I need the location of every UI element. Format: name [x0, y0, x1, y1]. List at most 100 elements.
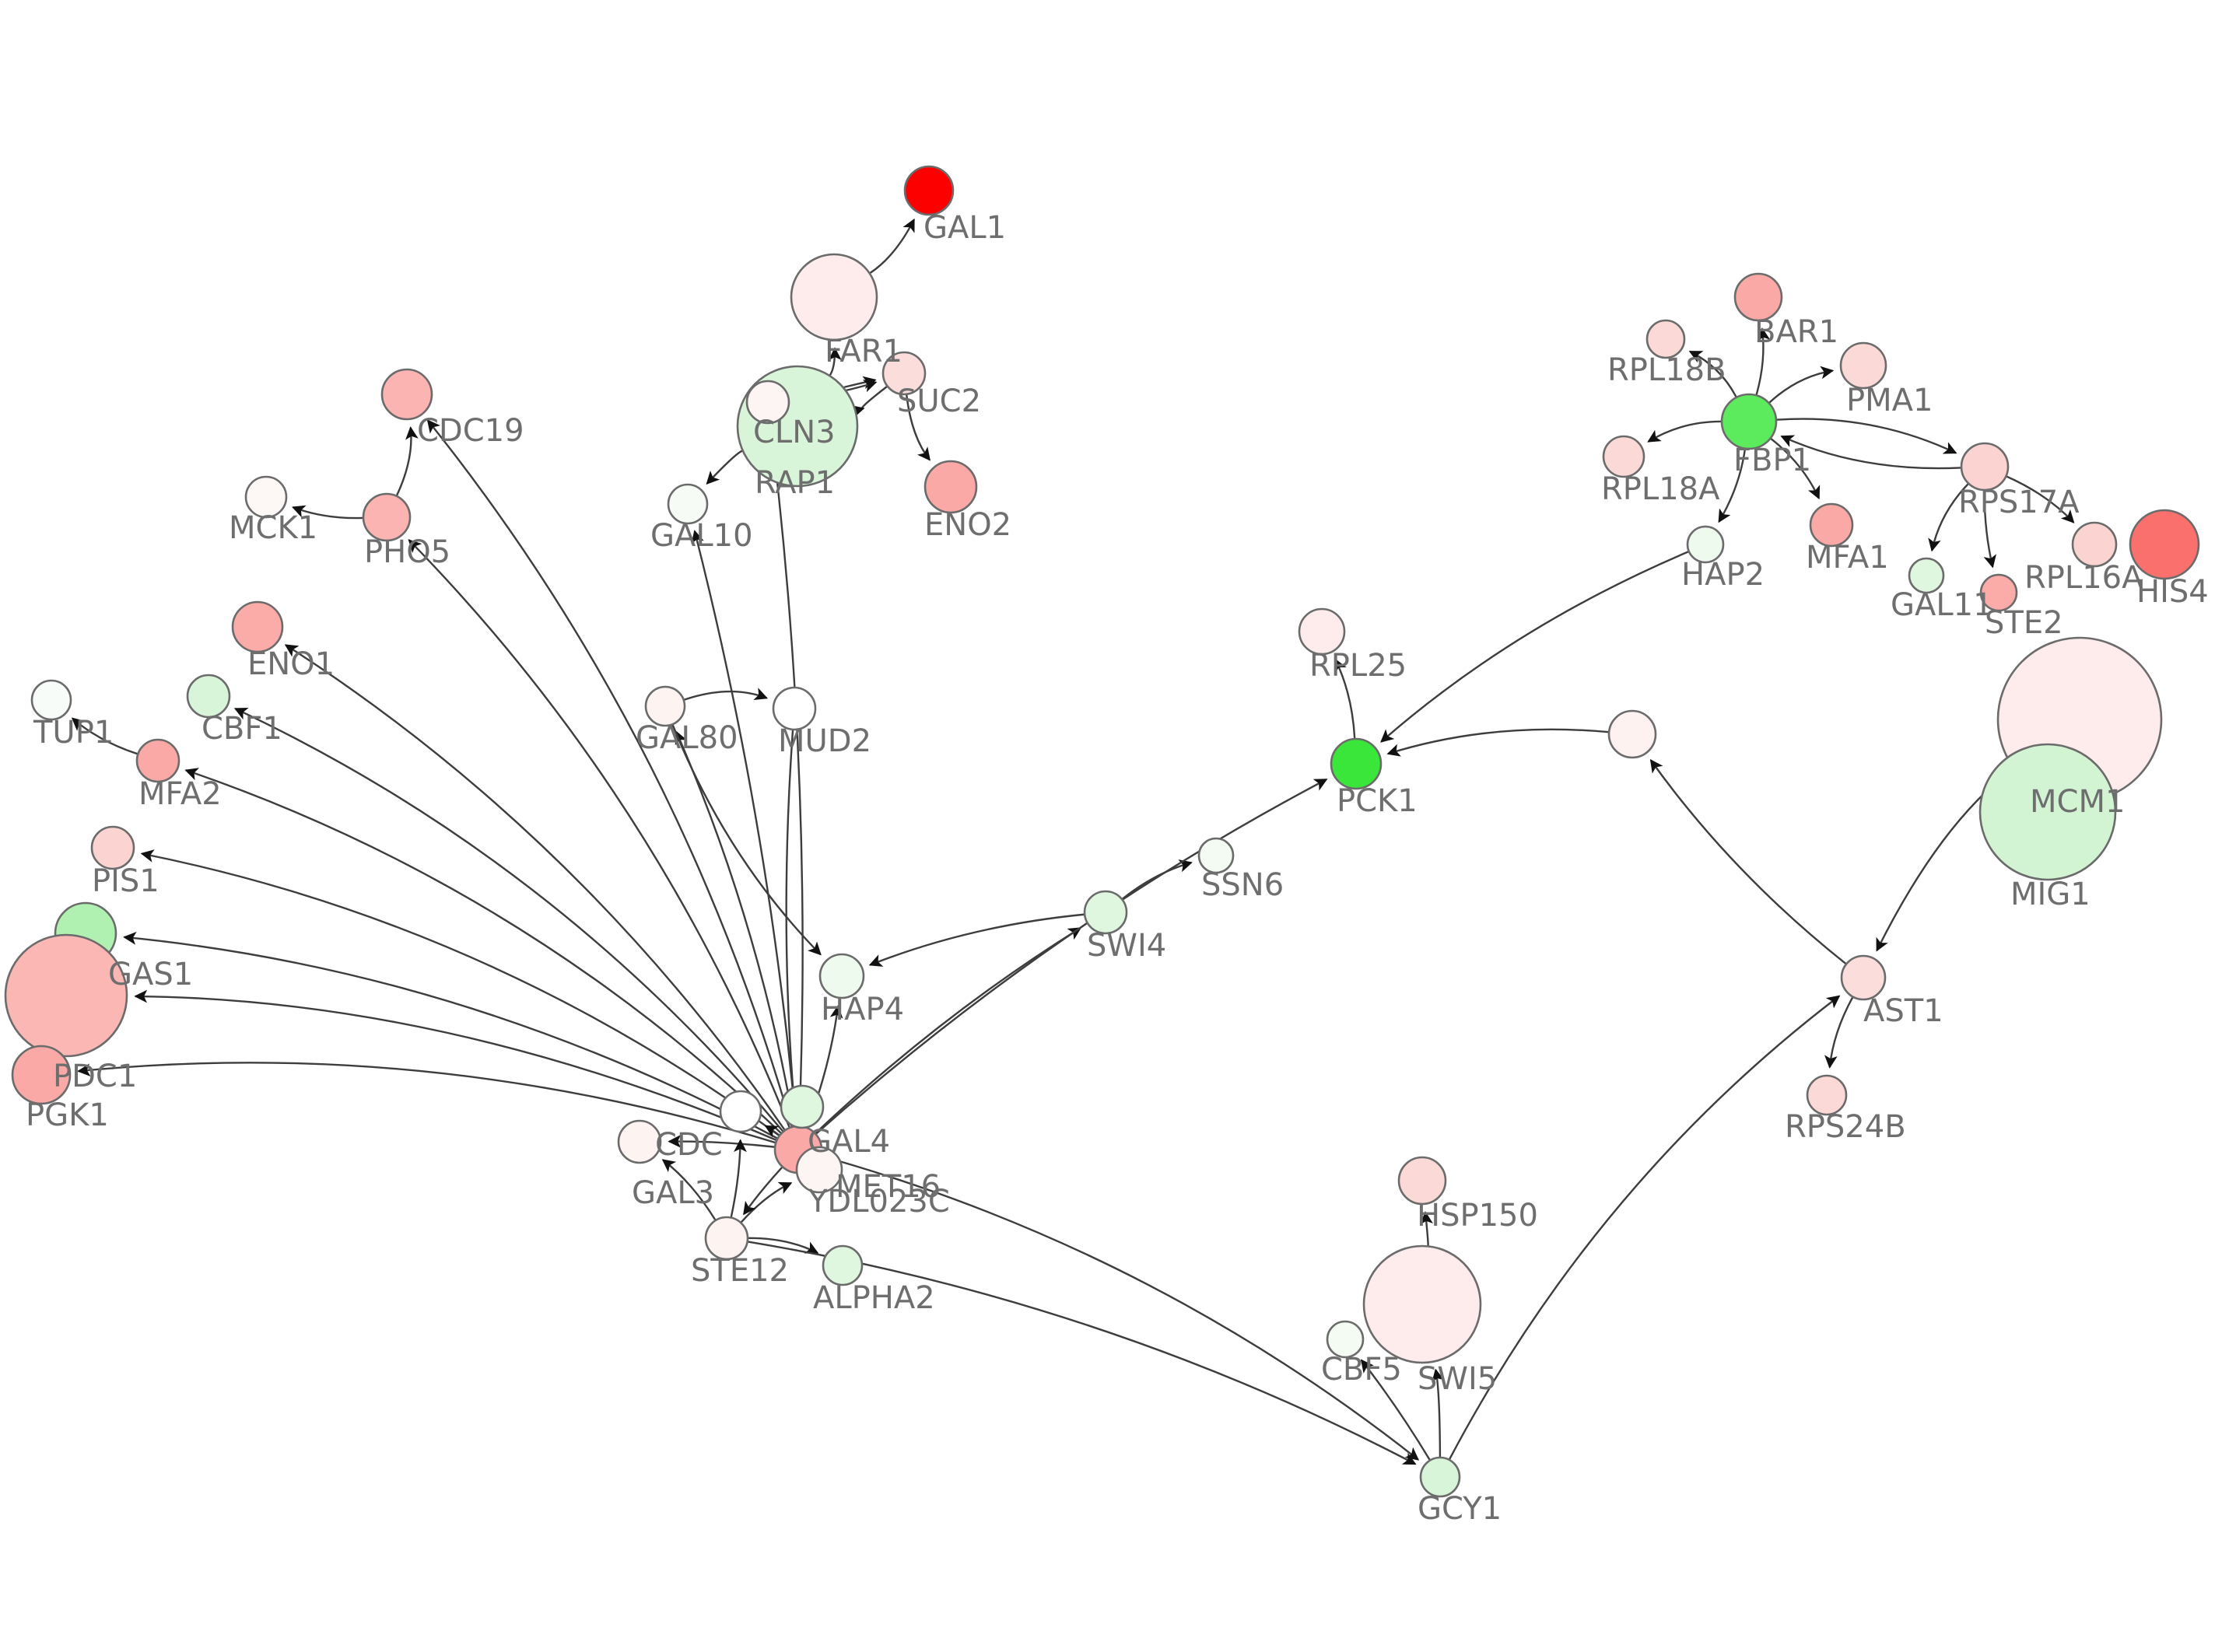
node-label-pck1: PCK1: [1337, 783, 1418, 819]
node-eno1[interactable]: [231, 600, 284, 653]
node-pgk1[interactable]: [11, 1045, 72, 1105]
node-label-cbf5: CBF5: [1321, 1352, 1402, 1388]
node-mck1[interactable]: [244, 475, 288, 519]
node-bar1[interactable]: [1733, 272, 1783, 322]
node-label-alpha2: ALPHA2: [813, 1280, 935, 1316]
node-eno2[interactable]: [923, 460, 978, 514]
node-ste2[interactable]: [1979, 573, 2018, 612]
label-layer: GAL1 FAR1 SUC2 CLN3 RAP1 ENO2 CDC19 MCK1 PHO5 GAL…: [26, 210, 2209, 1527]
node-label-gal1: GAL1: [923, 210, 1006, 246]
node-label-hsp150: HSP150: [1417, 1198, 1538, 1234]
node-pho5[interactable]: [362, 492, 412, 542]
node-mig1[interactable]: [1978, 743, 2117, 881]
edge-gal4-to-pdc1: [134, 989, 776, 1141]
edge-fbp1-to-hap2: [1718, 449, 1747, 523]
node-label-swi4: SWI4: [1087, 928, 1166, 964]
node-rap1[interactable]: [745, 380, 790, 425]
edge-pho5-to-mck1: [292, 505, 363, 520]
edge-gcy1-to-swi5: [1432, 1368, 1445, 1458]
node-alpha2[interactable]: [822, 1244, 864, 1286]
edge-fbp1-to-rps17a: [1776, 418, 1957, 454]
node-label-rps17a: RPS17A: [1958, 485, 2080, 520]
node-label-ste2: STE2: [1985, 605, 2063, 641]
node-rpl16a[interactable]: [2071, 521, 2118, 568]
node-cdc19[interactable]: [380, 368, 433, 421]
node-gal80[interactable]: [644, 685, 686, 727]
node-ste12[interactable]: [704, 1216, 749, 1261]
node-hap2[interactable]: [1686, 525, 1725, 564]
edge-ste12-to-gal3: [661, 1159, 717, 1220]
node-label-fbp1: FBP1: [1733, 443, 1811, 478]
node-rpl18b[interactable]: [1645, 319, 1686, 359]
node-label-mud2: MUD2: [778, 723, 871, 759]
node-label-mcm1: MCM1: [2030, 784, 2125, 820]
node-rps17a[interactable]: [1960, 442, 2010, 492]
edge-far1-to-gal1: [869, 218, 915, 274]
node-mfa1[interactable]: [1809, 502, 1854, 548]
node-label-gal4: GAL4: [808, 1124, 890, 1160]
node-gal1[interactable]: [903, 165, 955, 216]
node-gal11[interactable]: [1908, 557, 1945, 594]
node-pdc1[interactable]: [4, 933, 128, 1058]
node-cbf5[interactable]: [1326, 1320, 1365, 1359]
node-label-eno2: ENO2: [924, 507, 1011, 543]
node-label-cdc: CDC: [655, 1127, 723, 1163]
edge-fbp1-to-mfa1: [1770, 438, 1821, 500]
node-label-hap2: HAP2: [1681, 557, 1765, 593]
node-pis1[interactable]: [90, 825, 135, 870]
node-label-pis1: PIS1: [92, 863, 159, 899]
node-pck1[interactable]: [1330, 737, 1383, 790]
edge-gal4-to-gal3: [668, 1135, 775, 1148]
node-mud2[interactable]: [772, 686, 817, 731]
node-label-ydl023c: YDL023C: [808, 1184, 950, 1220]
edge-hap2-to-pck1: [1380, 551, 1689, 743]
node-fbp1[interactable]: [1720, 393, 1778, 450]
node-label-gal80: GAL80: [636, 720, 738, 756]
edge-gcy1-to-ast1: [1449, 995, 1841, 1460]
node-rpl25[interactable]: [1298, 607, 1346, 656]
node-unlabeled_1[interactable]: [1607, 709, 1657, 759]
node-label-hap4: HAP4: [821, 992, 904, 1027]
node-far1[interactable]: [790, 253, 878, 341]
node-label-rpl18a: RPL18A: [1601, 471, 1720, 507]
node-rps24b[interactable]: [1806, 1074, 1848, 1116]
edge-mfa2-to-tup1: [71, 717, 138, 755]
node-ydl023c[interactable]: [795, 1146, 843, 1194]
node-label-mfa2: MFA2: [138, 776, 222, 812]
node-suc2[interactable]: [881, 351, 927, 396]
node-swi4[interactable]: [1083, 890, 1128, 935]
node-hsp150[interactable]: [1397, 1156, 1447, 1206]
node-swi5[interactable]: [1362, 1244, 1482, 1364]
edge-suc2-to-cln3: [850, 386, 888, 418]
node-label-pma1: PMA1: [1846, 383, 1933, 418]
node-cdc[interactable]: [719, 1090, 762, 1133]
node-label-gal10: GAL10: [650, 518, 753, 554]
edge-gal4-to-pgk1: [77, 1062, 776, 1144]
node-gcy1[interactable]: [1419, 1456, 1461, 1498]
node-his4[interactable]: [2129, 509, 2200, 580]
node-pma1[interactable]: [1839, 341, 1887, 390]
node-gal10[interactable]: [667, 483, 709, 525]
node-label-pho5: PHO5: [364, 534, 450, 570]
edge-suc2-to-eno2: [906, 394, 931, 461]
node-met16[interactable]: [780, 1084, 825, 1129]
node-label-rpl16a: RPL16A: [2024, 560, 2143, 596]
node-cbf1[interactable]: [186, 674, 231, 719]
node-ast1[interactable]: [1840, 954, 1887, 1001]
node-rpl18a[interactable]: [1602, 435, 1645, 478]
edge-gal4-to-rap1: [766, 430, 804, 1126]
node-tup1[interactable]: [30, 679, 72, 721]
edge-gcy1-to-cbf5: [1360, 1359, 1431, 1461]
node-label-rpl18b: RPL18B: [1607, 352, 1726, 388]
edge-gal4-to-gal80: [675, 730, 795, 1126]
node-label-pgk1: PGK1: [26, 1097, 109, 1133]
node-hap4[interactable]: [818, 953, 865, 999]
node-label-swi5: SWI5: [1418, 1361, 1497, 1397]
node-gal3[interactable]: [617, 1119, 662, 1164]
node-mfa2[interactable]: [135, 738, 180, 783]
node-label-rps24b: RPS24B: [1785, 1109, 1906, 1145]
node-label-gal3: GAL3: [632, 1175, 714, 1211]
node-ssn6[interactable]: [1197, 837, 1235, 874]
node-label-ast1: AST1: [1863, 993, 1943, 1029]
